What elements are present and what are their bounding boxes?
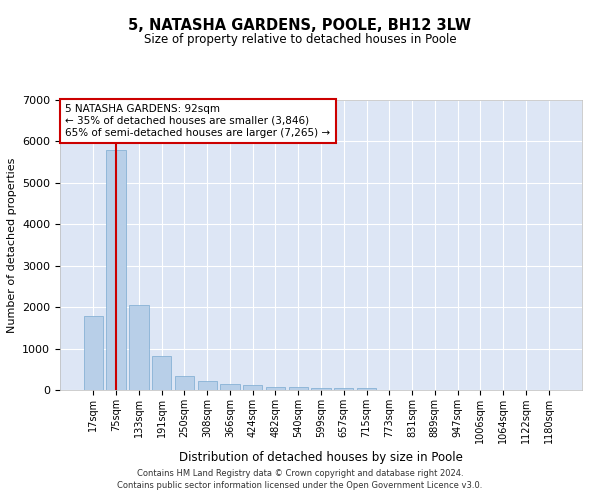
Bar [357,388,376,390]
X-axis label: Distribution of detached houses by size in Poole: Distribution of detached houses by size … [179,452,463,464]
Text: Contains HM Land Registry data © Crown copyright and database right 2024.
Contai: Contains HM Land Registry data © Crown c… [118,468,482,490]
Bar [84,316,103,390]
Bar [334,388,353,390]
Bar [220,384,239,390]
Text: 5, NATASHA GARDENS, POOLE, BH12 3LW: 5, NATASHA GARDENS, POOLE, BH12 3LW [128,18,472,32]
Bar [311,388,331,390]
Bar [152,356,172,390]
Bar [175,376,194,390]
Bar [243,386,262,390]
Text: Size of property relative to detached houses in Poole: Size of property relative to detached ho… [143,32,457,46]
Bar [106,150,126,390]
Bar [197,381,217,390]
Bar [289,388,308,390]
Bar [266,386,285,390]
Text: 5 NATASHA GARDENS: 92sqm
← 35% of detached houses are smaller (3,846)
65% of sem: 5 NATASHA GARDENS: 92sqm ← 35% of detach… [65,104,331,138]
Y-axis label: Number of detached properties: Number of detached properties [7,158,17,332]
Bar [129,304,149,390]
